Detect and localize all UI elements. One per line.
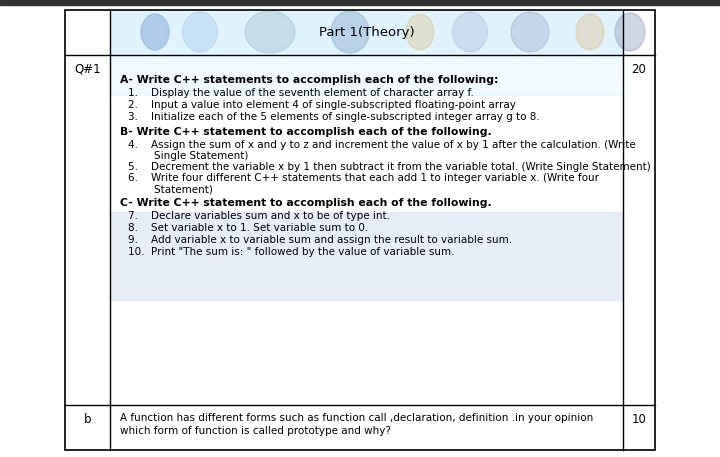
Bar [65,10,655,450]
Ellipse shape [141,14,169,50]
Text: 2.    Input a value into element 4 of single-subscripted floating-point array: 2. Input a value into element 4 of singl… [128,100,516,110]
Text: 3.    Initialize each of the 5 elements of single-subscripted integer array g to: 3. Initialize each of the 5 elements of … [128,112,540,122]
Ellipse shape [406,14,434,50]
Ellipse shape [452,12,487,52]
Text: 8.    Set variable x to 1. Set variable sum to 0.: 8. Set variable x to 1. Set variable sum… [128,223,368,233]
Text: which form of function is called prototype and why?: which form of function is called prototy… [120,426,391,436]
Text: 1.    Display the value of the seventh element of character array f.: 1. Display the value of the seventh elem… [128,88,474,98]
Text: A- Write C++ statements to accomplish each of the following:: A- Write C++ statements to accomplish ea… [120,75,498,85]
Text: Q#1: Q#1 [74,63,101,76]
Ellipse shape [331,11,369,53]
Ellipse shape [576,14,604,50]
Bar [110,10,623,55]
Text: 20: 20 [631,63,647,76]
Text: 6.    Write four different C++ statements that each add 1 to integer variable x.: 6. Write four different C++ statements t… [128,173,599,183]
Text: 9.    Add variable x to variable sum and assign the result to variable sum.: 9. Add variable x to variable sum and as… [128,235,512,245]
Text: 7.    Declare variables sum and x to be of type int.: 7. Declare variables sum and x to be of … [128,211,390,221]
Text: A function has different forms such as function call ,declaration, definition .i: A function has different forms such as f… [120,413,593,423]
Text: 10.  Print "The sum is: " followed by the value of variable sum.: 10. Print "The sum is: " followed by the… [128,247,454,257]
Text: 4.    Assign the sum of x and y to z and increment the value of x by 1 after the: 4. Assign the sum of x and y to z and in… [128,140,636,150]
Text: C- Write C++ statement to accomplish each of the following.: C- Write C++ statement to accomplish eac… [120,198,492,208]
Ellipse shape [615,13,645,51]
Ellipse shape [245,11,295,53]
Text: 10: 10 [631,413,647,426]
Bar [110,212,623,300]
Ellipse shape [511,12,549,52]
Ellipse shape [182,12,217,52]
Bar [0,0,720,5]
Text: B- Write C++ statement to accomplish each of the following.: B- Write C++ statement to accomplish eac… [120,127,492,137]
Text: Single Statement): Single Statement) [128,151,248,161]
Text: Statement): Statement) [128,184,213,194]
Text: b: b [84,413,91,426]
Bar [110,55,623,95]
Text: 5.    Decrement the variable x by 1 then subtract it from the variable total. (W: 5. Decrement the variable x by 1 then su… [128,162,651,172]
Text: Part 1(Theory): Part 1(Theory) [319,26,414,39]
